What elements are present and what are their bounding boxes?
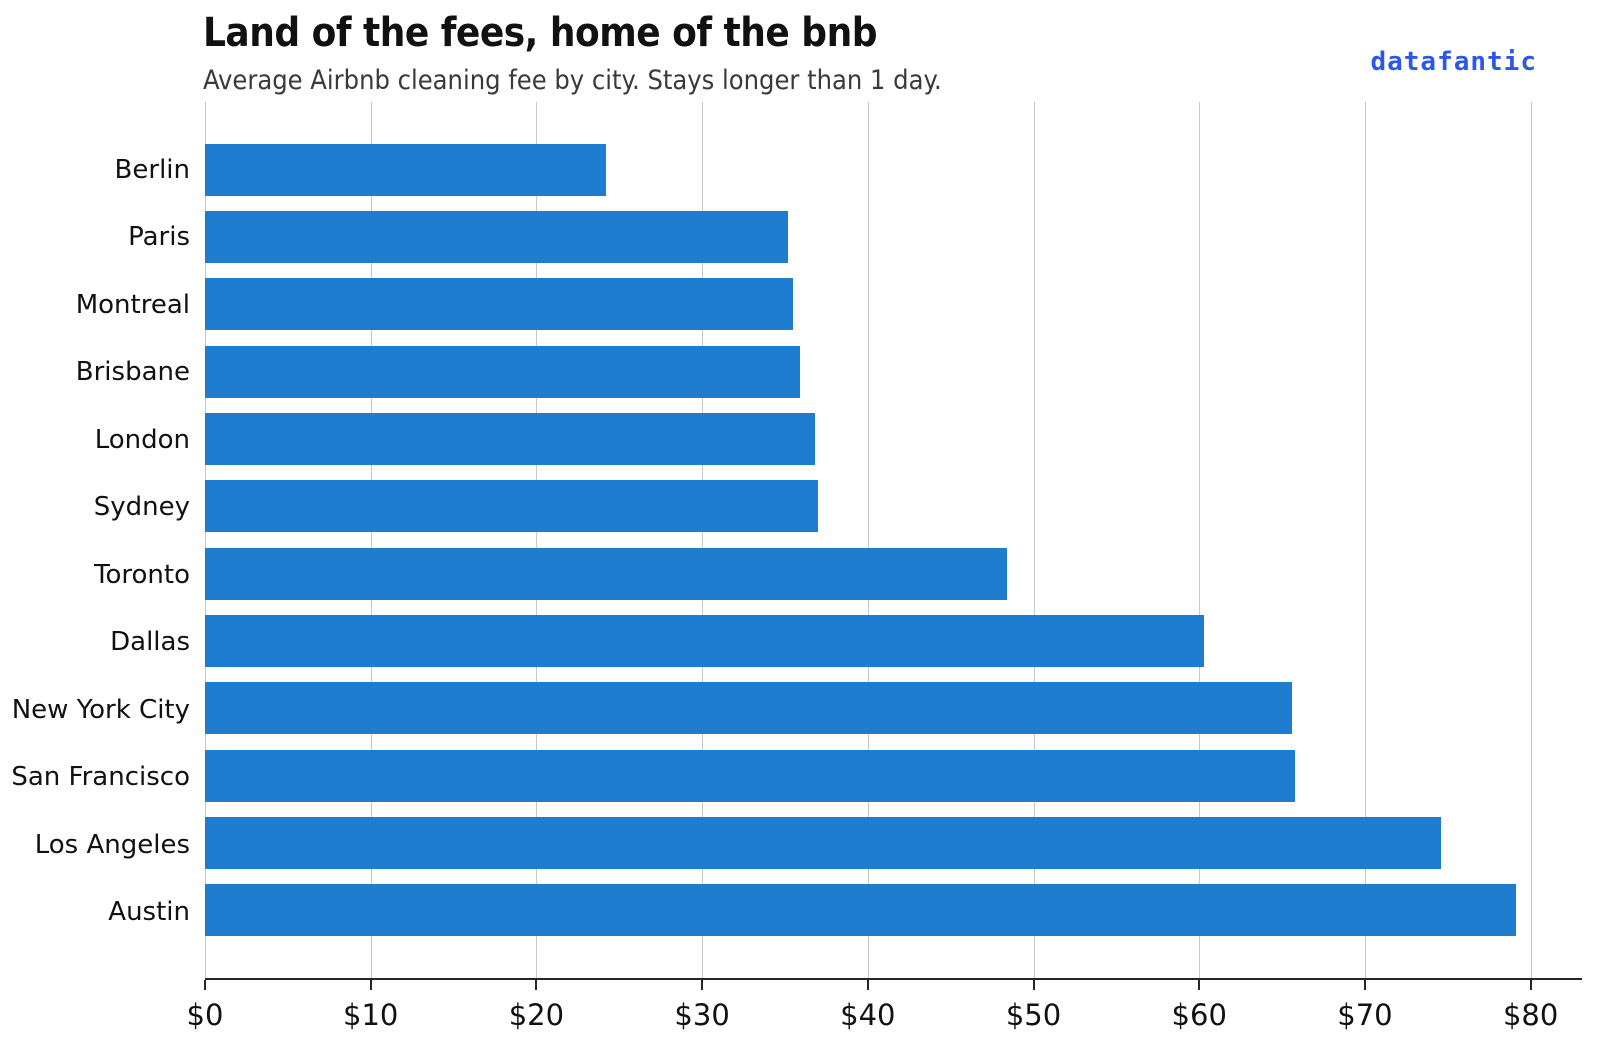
bar-row — [205, 136, 1582, 203]
chart-subtitle: Average Airbnb cleaning fee by city. Sta… — [203, 65, 942, 96]
bar — [205, 884, 1516, 937]
bar — [205, 345, 800, 398]
x-tick-label: $50 — [1005, 998, 1062, 1032]
chart-title: Land of the fees, home of the bnb — [203, 10, 877, 56]
bar — [205, 614, 1205, 667]
gridline — [702, 102, 704, 978]
y-axis-label: New York City — [11, 694, 190, 725]
bar — [205, 816, 1442, 869]
bars — [205, 102, 1582, 978]
x-tick-label: $70 — [1337, 998, 1393, 1032]
y-axis-labels: Berlin Paris Montreal Brisbane London Sydney T… — [0, 102, 190, 980]
bar-row — [205, 405, 1582, 472]
bar — [205, 480, 819, 533]
gridline — [205, 102, 206, 978]
x-tick-label: $80 — [1502, 998, 1559, 1032]
x-axis-tick — [701, 980, 704, 990]
x-tick-label: $40 — [840, 998, 896, 1032]
gridline — [1033, 102, 1035, 978]
bar — [205, 547, 1007, 600]
gridline — [1530, 102, 1532, 978]
x-axis-tick — [204, 980, 206, 990]
bar-row — [205, 809, 1582, 876]
bar-row — [205, 877, 1582, 944]
y-axis-label: Toronto — [94, 559, 190, 590]
x-axis-tick — [1032, 980, 1035, 990]
gridline — [536, 102, 538, 978]
bar — [205, 210, 789, 263]
x-axis-tick — [1198, 980, 1201, 990]
bar-row — [205, 203, 1582, 270]
bar-row — [205, 338, 1582, 405]
x-tick-label: $60 — [1171, 998, 1227, 1032]
y-axis-label: Montreal — [75, 289, 190, 320]
brand-logo: datafantic — [1370, 47, 1537, 77]
x-tick-label: $10 — [343, 998, 399, 1032]
plot-area: $0 $10 $20 $30 $40 $50 $60 $70 $80 — [187, 102, 1582, 1032]
bar — [205, 412, 815, 465]
y-axis-label: Paris — [128, 222, 190, 253]
bar — [205, 278, 794, 331]
bar — [205, 143, 606, 196]
y-axis-label: London — [94, 424, 190, 455]
y-axis-label: Los Angeles — [34, 829, 190, 860]
gridline — [370, 102, 372, 978]
x-axis-tick — [866, 980, 869, 990]
x-axis-tick — [535, 980, 538, 990]
x-tick-label: $20 — [508, 998, 565, 1032]
y-axis-label: Sydney — [93, 492, 190, 523]
bar-row — [205, 742, 1582, 809]
x-axis-tick — [369, 980, 372, 990]
bar-row — [205, 607, 1582, 674]
bar — [205, 749, 1296, 802]
y-axis-label: Berlin — [114, 154, 190, 185]
bar-row — [205, 271, 1582, 338]
y-axis-label: San Francisco — [11, 762, 190, 793]
y-axis-label: Dallas — [110, 627, 190, 658]
bar-row — [205, 675, 1582, 742]
y-axis-label: Brisbane — [75, 357, 190, 388]
gridline — [1199, 102, 1201, 978]
x-tick-label: $0 — [186, 998, 224, 1032]
x-tick-label: $30 — [674, 998, 730, 1032]
x-axis-tick — [1363, 980, 1366, 990]
bar — [205, 682, 1293, 735]
y-axis-label: Austin — [108, 897, 190, 928]
x-axis-tick — [1529, 980, 1532, 990]
gridline — [1364, 102, 1366, 978]
bar-row — [205, 540, 1582, 607]
gridline — [867, 102, 869, 978]
bar-row — [205, 473, 1582, 540]
